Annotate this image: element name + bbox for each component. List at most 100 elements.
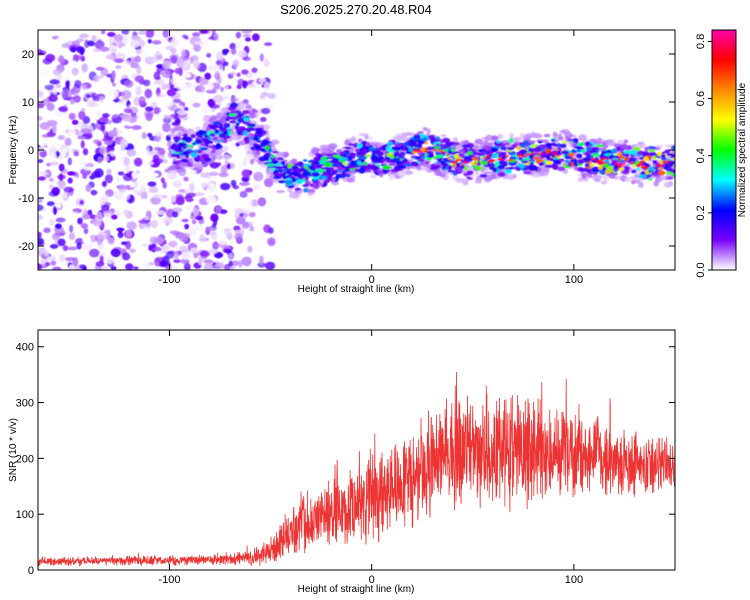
spectrogram-cell — [542, 168, 550, 173]
spectrogram-cell — [73, 151, 80, 157]
spectrogram-cell — [314, 157, 321, 162]
spectrogram-cell — [38, 214, 44, 220]
spectrogram-cell — [38, 176, 46, 181]
spectrogram-cell — [38, 146, 45, 152]
spectrogram-cell — [473, 162, 478, 165]
spectrogram-cell — [202, 39, 209, 49]
spectrogram-cell — [571, 157, 575, 160]
spectrogram-cell — [126, 148, 137, 157]
spectrogram-cell — [79, 200, 84, 205]
spectrogram-cell — [206, 148, 212, 152]
snr-y-axis: 0 100 200 300 400 — [16, 342, 675, 577]
spectrogram-cell — [630, 161, 634, 164]
spectrogram-cell — [223, 139, 228, 144]
spectrogram-cell — [533, 155, 538, 158]
spectrogram-cell — [62, 193, 68, 199]
spectrogram-cell — [440, 134, 447, 138]
spectrogram-cell — [257, 262, 266, 268]
spectrogram-cell — [462, 161, 468, 164]
spectrogram-cell — [222, 95, 230, 100]
spectrogram-cell — [326, 156, 332, 160]
spectrogram-cell — [105, 189, 114, 197]
spectrogram-cell — [226, 115, 234, 120]
spectrogram-cell — [505, 154, 509, 157]
spectrogram-cell — [117, 166, 124, 171]
spectrogram-cell — [45, 266, 54, 270]
spectrogram-cell — [405, 150, 411, 154]
spectrogram-cell — [235, 216, 246, 225]
spectrogram-cell — [61, 89, 73, 99]
spectrogram-cell — [241, 168, 250, 178]
spectrogram-cell — [73, 55, 83, 61]
spectrogram-cell — [601, 174, 610, 182]
spectrogram-cell — [557, 166, 566, 172]
spectrogram-cell — [42, 140, 50, 146]
spectrogram-cell — [518, 157, 523, 161]
spectrogram-cell — [176, 129, 183, 136]
spectrogram-cell — [474, 145, 479, 149]
spectrogram-cell — [411, 151, 417, 154]
spectrogram-cell — [98, 96, 105, 104]
spectrogram-cell — [594, 159, 603, 163]
spectrogram-cell — [111, 70, 116, 80]
snr-x-tick-label: 100 — [565, 574, 583, 586]
spectrogram-cell — [130, 62, 140, 69]
spectrogram-cell — [535, 152, 543, 156]
spectrogram-cell — [69, 224, 74, 233]
spectrogram-cell — [71, 40, 81, 47]
spectrogram-cell — [190, 152, 198, 158]
spectrogram-cell — [230, 47, 237, 55]
spectrogram-cell — [484, 145, 492, 151]
spectrogram-cell — [276, 189, 286, 194]
spectrogram-cell — [386, 145, 392, 151]
spectrogram-cell — [86, 100, 96, 108]
spectrogram-cell — [44, 249, 50, 257]
spectrogram-cell — [120, 114, 130, 118]
spectrogram-cell — [187, 81, 198, 89]
spectrogram-cell — [525, 133, 535, 138]
spectrogram-cell — [550, 142, 557, 146]
spectrogram-cell — [82, 207, 87, 215]
spectrogram-cell — [80, 128, 92, 134]
spectrogram-cell — [653, 180, 659, 187]
spectrogram-cell — [554, 148, 559, 151]
spectrogram-cell — [231, 88, 239, 93]
spectrogram-cells — [38, 30, 675, 270]
spectrogram-cell — [564, 155, 573, 160]
spectrogram-cell — [138, 96, 146, 106]
spectrogram-cell — [209, 104, 220, 109]
spectrogram-cell — [71, 119, 79, 126]
spectrogram-cell — [49, 243, 59, 249]
spectrogram-cell — [81, 63, 88, 73]
spectrogram-cell — [127, 104, 135, 110]
spectrogram-cell — [209, 234, 219, 241]
spectrogram-cell — [246, 149, 256, 155]
spectrogram-cell — [527, 140, 536, 144]
spectrogram-cell — [192, 32, 201, 37]
spectrogram-cell — [101, 180, 107, 187]
spectrogram-cell — [135, 142, 144, 150]
spectrogram-cell — [96, 211, 103, 220]
spectrogram-cell — [236, 84, 242, 90]
snr-frame — [37, 329, 676, 571]
spectrogram-cell — [123, 156, 130, 166]
spectrogram-cell — [314, 152, 322, 157]
spectrogram-cell — [417, 152, 426, 156]
spectrogram-cell — [235, 96, 241, 103]
spectrogram-cell — [213, 33, 220, 41]
spectrogram-cell — [174, 118, 181, 124]
spectrogram-cell — [263, 224, 271, 234]
spectrogram-cell — [74, 80, 82, 89]
spectrogram-cell — [313, 166, 322, 169]
spectrogram-cell — [133, 189, 138, 195]
spectrogram-y-tick-label: -20 — [18, 241, 34, 253]
spectrogram-cell — [182, 136, 187, 142]
spectrogram-cell — [200, 147, 208, 151]
spectrogram-cell — [265, 166, 272, 173]
spectrogram-cell — [220, 182, 231, 191]
spectrogram-cell — [500, 146, 508, 151]
spectrogram-cell — [139, 30, 147, 35]
spectrogram-cell — [433, 145, 441, 149]
spectrogram-cell — [147, 39, 153, 44]
spectrogram-cell — [214, 70, 220, 81]
